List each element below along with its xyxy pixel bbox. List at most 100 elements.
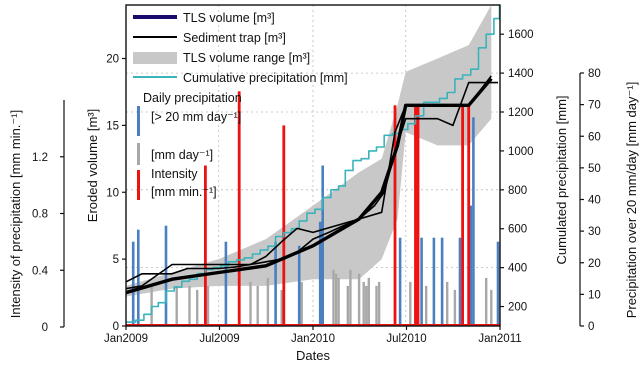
cum-axis-label: Cumulated precipitation [mm]	[554, 95, 569, 264]
intensity-bar	[414, 105, 417, 326]
daily-precip-bar	[357, 273, 361, 326]
legend-intensity-title: Intensity	[151, 167, 198, 181]
daily-precip-bar-high	[131, 241, 135, 326]
legend-cum: Cumulative precipitation [mm]	[183, 71, 348, 85]
daily-precip-bar-high	[137, 229, 140, 326]
daily-precip-bar-high	[496, 241, 500, 326]
daily-tick-label: 70	[588, 100, 601, 112]
axes: Jan2009 Jul2009 Jan2010 Jul2010 Jan2011 Dates…	[8, 4, 639, 363]
x-tick-label: Jul2009	[199, 333, 239, 345]
cum-tick-label: 800	[508, 185, 527, 197]
daily-precip-bar-high	[318, 221, 322, 326]
daily-tick-label: 20	[588, 258, 601, 270]
volume-tick-label: 15	[106, 120, 119, 132]
intensity-bar	[467, 105, 471, 326]
cum-tick-label: 400	[508, 263, 527, 275]
daily-precip-bar	[362, 281, 365, 326]
cum-tick-label: 1600	[508, 29, 534, 41]
legend-daily-title: Daily precipitation	[143, 91, 242, 105]
legend-trap: Sediment trap [m³]	[183, 31, 286, 45]
daily-axis-label: Precipitation over 20 mm/day [mm day⁻¹]	[624, 82, 639, 319]
intensity-bar	[237, 91, 241, 326]
cum-tick-label: 200	[508, 302, 527, 314]
daily-precip-bar	[280, 289, 283, 326]
daily-precip-bar	[425, 285, 428, 326]
intensity-bar	[204, 165, 207, 326]
daily-precip-bar	[266, 277, 270, 326]
volume-tick-label: 20	[106, 54, 119, 66]
x-tick-label: Jan2009	[104, 333, 148, 345]
daily-precip-bar	[300, 281, 303, 326]
intensity-axis-label: Intensity of precipitation [mm min.⁻¹]	[8, 110, 23, 318]
intensity-tick-label: 0.4	[32, 265, 49, 277]
legend-swatch-range	[133, 52, 177, 64]
intensity-tick-label: 0.8	[32, 209, 48, 221]
intensity-bar	[416, 105, 420, 326]
daily-precip-bar	[409, 281, 412, 326]
daily-precip-bar-high	[440, 237, 444, 326]
legend-daily-high: [> 20 mm day⁻¹]	[151, 110, 241, 124]
volume-tick-label: 10	[106, 187, 119, 199]
tls-range-band	[126, 5, 492, 297]
daily-precip-bar	[332, 269, 335, 326]
daily-precip-bar-high	[420, 237, 423, 326]
legend-swatch-daily-low	[137, 143, 140, 165]
daily-precip-bar-high	[398, 237, 402, 326]
volume-axis-label: Eroded volume [m³]	[85, 109, 100, 222]
daily-tick-label: 80	[588, 68, 601, 80]
daily-precip-bar	[196, 289, 199, 326]
intensity-tick-label: 1.2	[32, 152, 48, 164]
daily-precip-bar-high	[297, 245, 301, 327]
volume-tick-label: 0	[113, 321, 119, 333]
sediment-trap-line	[125, 81, 498, 283]
daily-precip-bar-high	[274, 241, 277, 326]
legend-swatch-intensity	[137, 170, 140, 200]
daily-precip-bar	[346, 285, 349, 326]
daily-precip-bar-high	[469, 205, 473, 326]
daily-tick-label: 30	[588, 226, 601, 238]
daily-precip-bar	[337, 277, 340, 326]
x-axis-label: Dates	[296, 348, 330, 363]
daily-tick-label: 0	[588, 321, 594, 333]
daily-tick-label: 60	[588, 131, 601, 143]
daily-precip-bar-high	[472, 117, 475, 326]
legend-intensity-unit: [mm min.⁻¹]	[151, 185, 217, 199]
tls-volume-line	[125, 77, 493, 295]
cumulative-precipitation-line	[126, 5, 501, 323]
x-tick-label: Jan2011	[478, 333, 521, 345]
legend-range: TLS volume range [m³]	[183, 51, 310, 65]
cum-tick-label: 1200	[508, 107, 534, 119]
daily-precip-bar-high	[458, 237, 462, 326]
daily-precip-bar	[365, 285, 368, 326]
precipitation-bars	[126, 91, 500, 327]
daily-precip-bar	[446, 281, 449, 326]
daily-precip-bar	[377, 281, 381, 326]
daily-precip-bar-high	[432, 237, 436, 326]
intensity-bar	[461, 105, 464, 326]
daily-precip-bar-high	[321, 165, 324, 326]
daily-precip-bar	[206, 285, 210, 326]
cum-tick-label: 600	[508, 224, 527, 236]
tls-range-area	[126, 5, 492, 297]
daily-precip-bar	[375, 285, 378, 326]
daily-tick-label: 40	[588, 195, 601, 207]
daily-precip-bar	[367, 277, 370, 326]
legend: TLS volume [m³] Sediment trap [m³] TLS vol…	[133, 11, 348, 200]
daily-precip-bar	[485, 277, 488, 326]
series-lines	[125, 5, 501, 323]
daily-precip-bar	[453, 289, 457, 326]
intensity-bar	[282, 125, 286, 327]
volume-tick-label: 5	[113, 254, 119, 266]
intensity-bar	[393, 105, 397, 326]
daily-precip-bar	[256, 285, 259, 326]
daily-precip-bar	[349, 269, 352, 326]
daily-precip-bar-high	[224, 241, 228, 326]
daily-precip-bar	[249, 281, 252, 326]
intensity-tick-label: 0	[42, 322, 48, 334]
daily-precip-bar-high	[164, 225, 168, 326]
daily-precip-bar	[490, 289, 493, 326]
daily-tick-label: 10	[588, 289, 601, 301]
cum-tick-label: 1000	[508, 146, 534, 158]
daily-precip-bar	[175, 285, 178, 326]
